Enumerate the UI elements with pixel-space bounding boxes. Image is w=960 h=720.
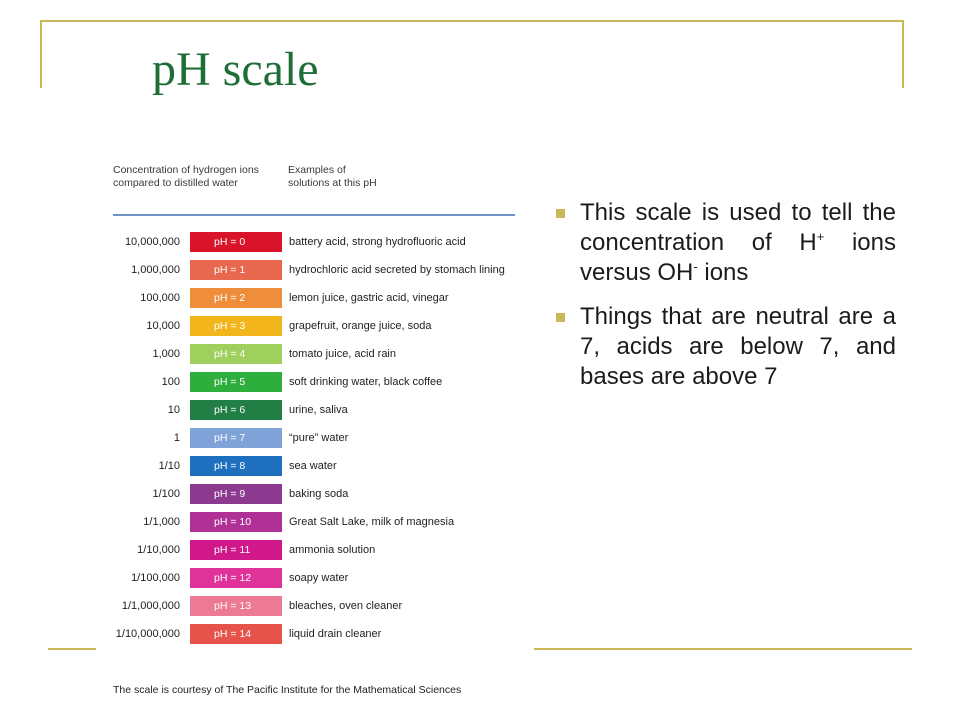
ph-row-example: soft drinking water, black coffee (289, 376, 443, 388)
frame-bottom-left-line (48, 648, 96, 650)
ph-row-chip: pH = 2 (190, 288, 282, 308)
ph-row-chip: pH = 13 (190, 596, 282, 616)
ph-row-concentration: 1,000,000 (131, 264, 180, 276)
figure-header-concentration: Concentration of hydrogen ions compared … (113, 164, 259, 189)
bullet-text-concentration: This scale is used to tell the concentra… (580, 199, 896, 286)
ph-row: 1/10,000,000 pH = 14 liquid drain cleaner (96, 623, 526, 645)
ph-row-chip: pH = 0 (190, 232, 282, 252)
ph-row-concentration: 100 (161, 376, 180, 388)
ph-row-concentration: 1/100 (152, 488, 180, 500)
ph-scale-figure: Concentration of hydrogen ions compared … (96, 150, 526, 710)
ph-row: 1/10,000 pH = 11 ammonia solution (96, 539, 526, 561)
ph-row-chip: pH = 8 (190, 456, 282, 476)
ph-row: 1 pH = 7 “pure” water (96, 427, 526, 449)
ph-row-example: lemon juice, gastric acid, vinegar (289, 292, 449, 304)
ph-row: 1,000 pH = 4 tomato juice, acid rain (96, 343, 526, 365)
ph-row-concentration: 1 (173, 432, 180, 444)
ph-row-chip: pH = 11 (190, 540, 282, 560)
ph-row-example: soapy water (289, 572, 349, 584)
ph-row-chip: pH = 14 (190, 624, 282, 644)
ph-row: 100 pH = 5 soft drinking water, black coff… (96, 371, 526, 393)
ph-row-chip: pH = 9 (190, 484, 282, 504)
ph-row: 100,000 pH = 2 lemon juice, gastric acid, … (96, 287, 526, 309)
figure-header-examples: Examples of solutions at this pH (288, 164, 377, 189)
frame-top-line (40, 20, 904, 22)
ph-row-example: battery acid, strong hydrofluoric acid (289, 236, 466, 248)
ph-row-example: liquid drain cleaner (289, 628, 382, 640)
ph-row: 1/1,000 pH = 10 Great Salt Lake, milk of m… (96, 511, 526, 533)
bullet-text-neutral: Things that are neutral are a 7, acids a… (580, 303, 896, 390)
ph-row-chip: pH = 12 (190, 568, 282, 588)
ph-row-concentration: 10,000 (146, 320, 180, 332)
ph-row-example: baking soda (289, 488, 349, 500)
ph-row-concentration: 1/100,000 (131, 572, 180, 584)
figure-header-rule (113, 214, 515, 216)
bullet-square-icon (556, 209, 565, 218)
ph-row-concentration: 1/1,000 (143, 516, 180, 528)
ph-row-chip: pH = 3 (190, 316, 282, 336)
ph-row-chip: pH = 6 (190, 400, 282, 420)
frame-left-line (40, 20, 42, 88)
ph-row-chip: pH = 4 (190, 344, 282, 364)
ph-row-concentration: 1,000 (152, 348, 180, 360)
ph-row-concentration: 1/1,000,000 (121, 600, 180, 612)
ph-row: 10,000,000 pH = 0 battery acid, strong hyd… (96, 231, 526, 253)
ph-row-example: tomato juice, acid rain (289, 348, 396, 360)
ph-row-example: sea water (289, 460, 337, 472)
ph-row-example: ammonia solution (289, 544, 376, 556)
ph-row-example: urine, saliva (289, 404, 348, 416)
ph-row: 1/100 pH = 9 baking soda (96, 483, 526, 505)
figure-credit: The scale is courtesy of The Pacific Ins… (113, 684, 462, 696)
frame-right-line (902, 20, 904, 88)
ph-row-concentration: 100,000 (140, 292, 180, 304)
ph-row: 1/1,000,000 pH = 13 bleaches, oven cleaner (96, 595, 526, 617)
bullet-item: Things that are neutral are a 7, acids a… (556, 302, 896, 392)
ph-row: 1/100,000 pH = 12 soapy water (96, 567, 526, 589)
ph-row-concentration: 10,000,000 (124, 236, 180, 248)
ph-row: 10,000 pH = 3 grapefruit, orange juice, so… (96, 315, 526, 337)
ph-row-example: Great Salt Lake, milk of magnesia (289, 516, 455, 528)
ph-row: 1,000,000 pH = 1 hydrochloric acid secrete… (96, 259, 526, 281)
ph-row-chip: pH = 1 (190, 260, 282, 280)
frame-bottom-right-line (534, 648, 912, 650)
ph-row-concentration: 10 (167, 404, 180, 416)
ph-row-example: “pure” water (289, 432, 349, 444)
bullet-list: This scale is used to tell the concentra… (556, 198, 896, 406)
ph-row-concentration: 1/10,000,000 (115, 628, 180, 640)
ph-row: 10 pH = 6 urine, saliva (96, 399, 526, 421)
bullet-item: This scale is used to tell the concentra… (556, 198, 896, 288)
ph-row-example: hydrochloric acid secreted by stomach li… (289, 264, 505, 276)
slide-title: pH scale (152, 43, 319, 96)
ph-row-chip: pH = 10 (190, 512, 282, 532)
ph-row-chip: pH = 7 (190, 428, 282, 448)
ph-row: 1/10 pH = 8 sea water (96, 455, 526, 477)
ph-row-concentration: 1/10,000 (137, 544, 180, 556)
ph-row-chip: pH = 5 (190, 372, 282, 392)
ph-row-concentration: 1/10 (158, 460, 180, 472)
bullet-square-icon (556, 313, 565, 322)
ph-row-example: bleaches, oven cleaner (289, 600, 403, 612)
ph-row-example: grapefruit, orange juice, soda (289, 320, 432, 332)
